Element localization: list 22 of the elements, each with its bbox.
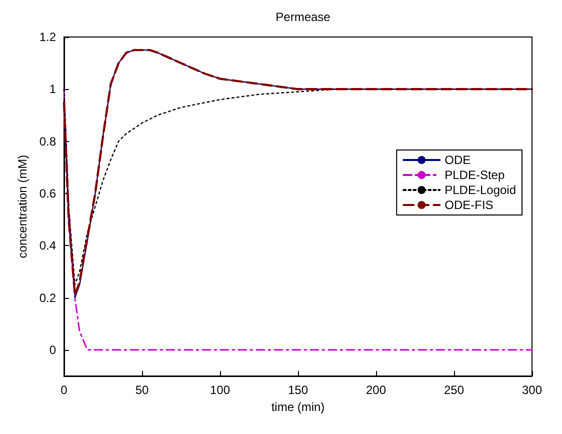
x-axis-title: time (min) bbox=[271, 400, 325, 414]
x-tick-label: 150 bbox=[288, 383, 308, 397]
x-tick-label: 250 bbox=[444, 383, 464, 397]
x-tick-label: 300 bbox=[522, 383, 542, 397]
y-tick-label: 1 bbox=[49, 82, 56, 96]
x-tick-label: 50 bbox=[135, 383, 149, 397]
y-axis-title: concentration (mM) bbox=[15, 154, 30, 258]
chart-title: Permease bbox=[276, 10, 331, 24]
y-tick-label: 0.2 bbox=[39, 290, 56, 305]
legend-label: PLDE-Logoid bbox=[444, 183, 516, 197]
y-tick-label: 1.2 bbox=[39, 30, 56, 44]
x-tick-label: 0 bbox=[60, 383, 68, 397]
x-tick-label: 100 bbox=[210, 383, 230, 397]
y-tick-label: 0.4 bbox=[39, 238, 56, 253]
y-tick-label: 0.8 bbox=[39, 134, 56, 148]
x-tick-label: 200 bbox=[366, 383, 386, 397]
line-series bbox=[63, 88, 533, 351]
legend-label: ODE-FIS bbox=[444, 198, 494, 212]
y-tick-label: 0.6 bbox=[39, 186, 56, 200]
legend-label: ODE bbox=[444, 153, 471, 167]
legend-label: PLDE-Step bbox=[444, 168, 505, 182]
y-tick-label: 0 bbox=[49, 342, 56, 357]
